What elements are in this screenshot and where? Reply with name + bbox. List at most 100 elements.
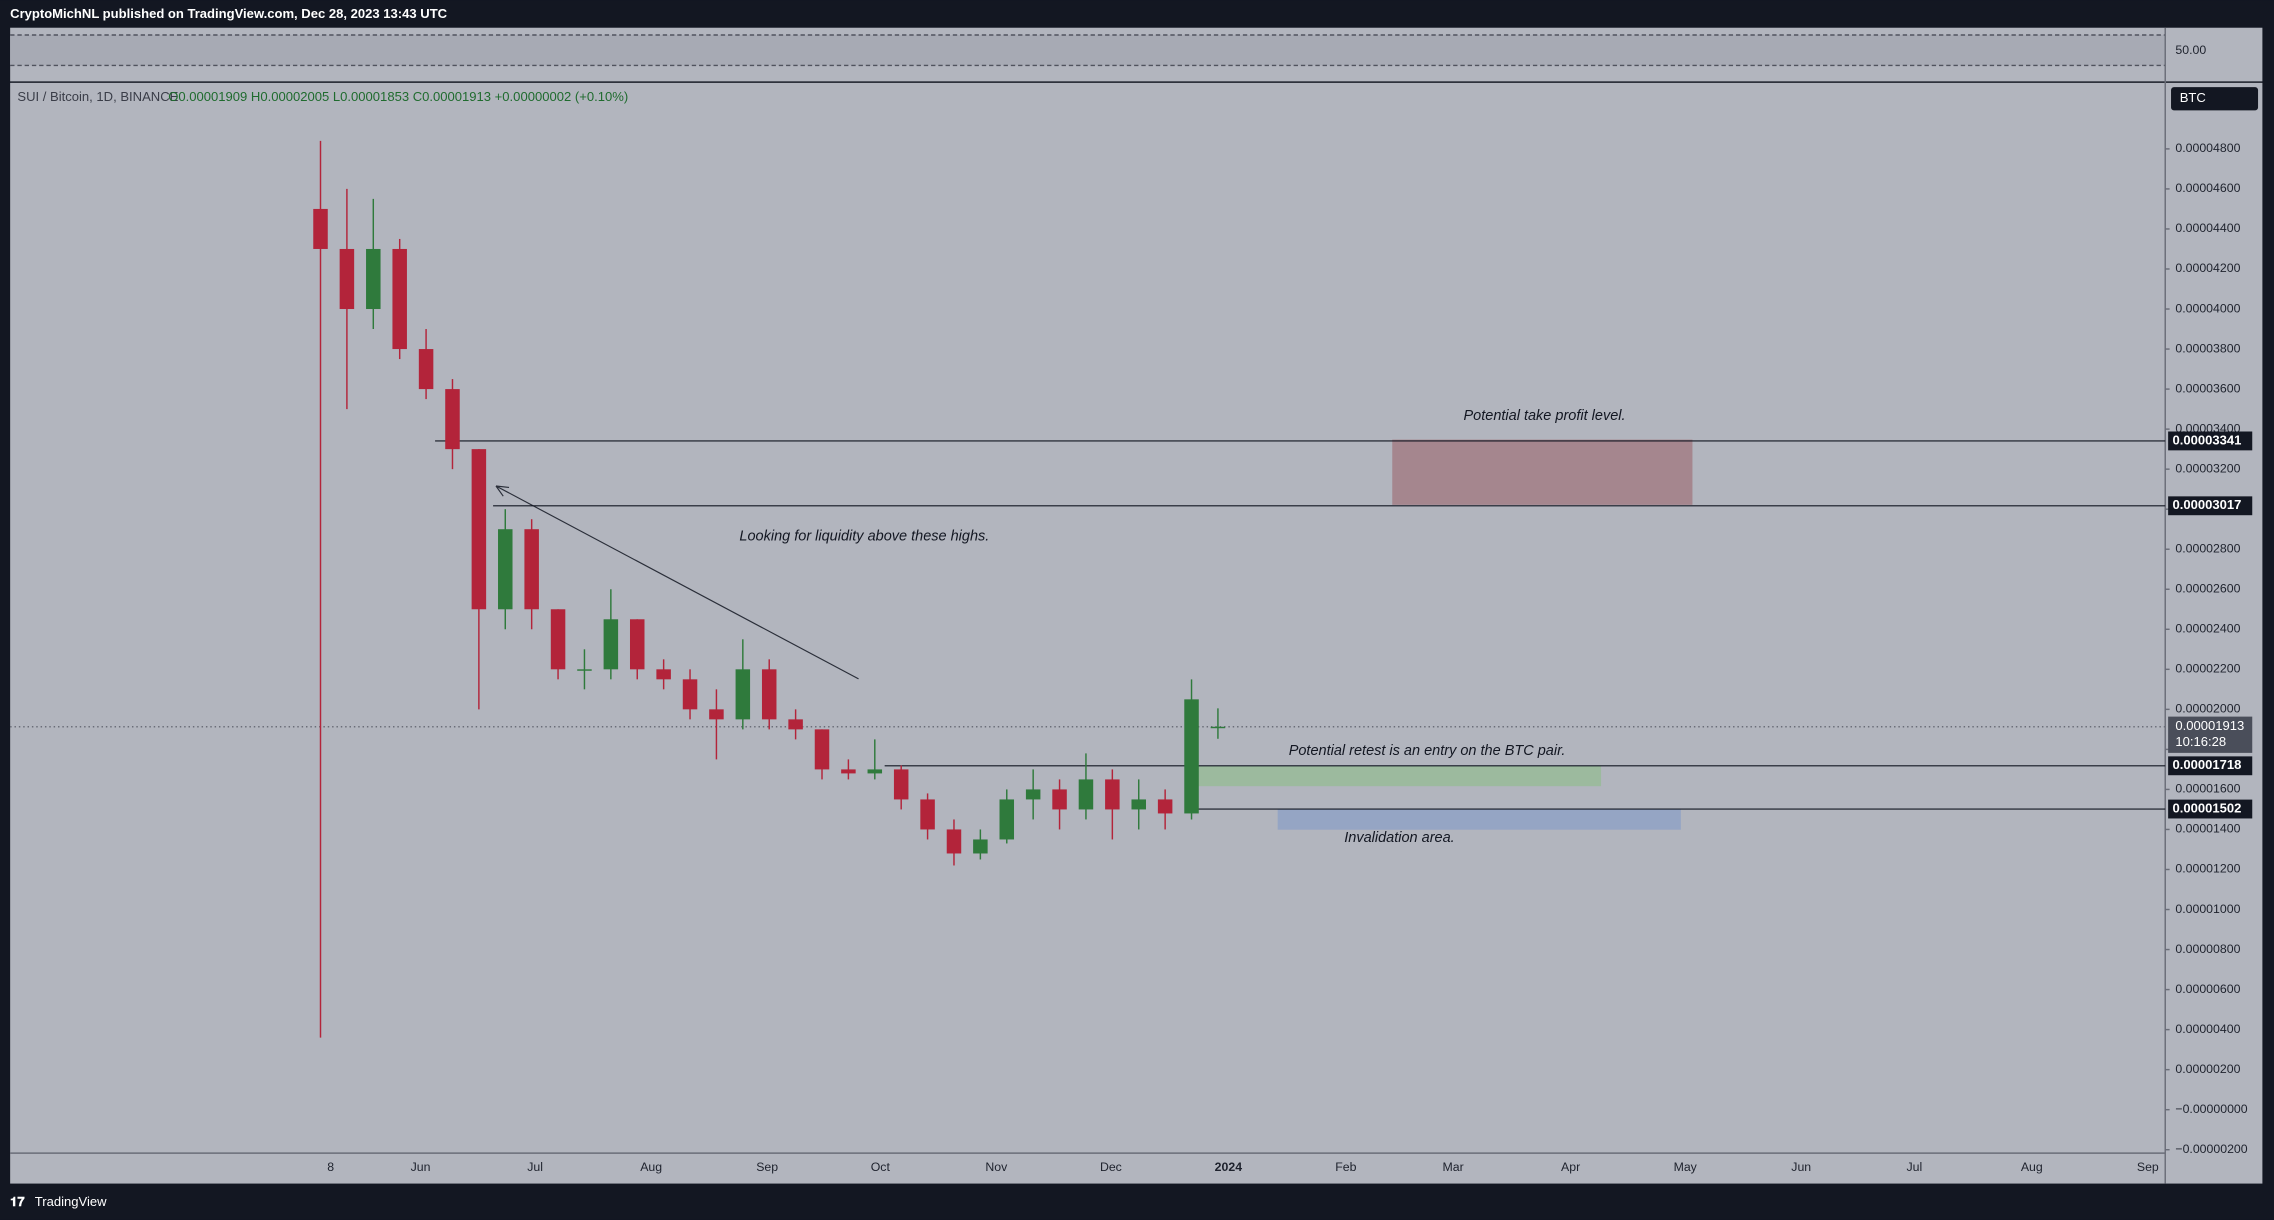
y-tick-label: 0.00004400 (2175, 221, 2240, 235)
y-tick-label: −0.00000200 (2175, 1142, 2247, 1156)
candle-body (418, 349, 434, 390)
y-tick-label: 0.00000200 (2175, 1062, 2240, 1076)
y-tick-label: 0.00004600 (2175, 181, 2240, 195)
candle-body (524, 529, 539, 610)
x-tick-label: Mar (1443, 1160, 1464, 1174)
last-price-label: 0.00001913 (2175, 718, 2244, 733)
x-tick-label: Aug (640, 1160, 662, 1174)
rsi-label: 50.00 (2175, 43, 2206, 57)
price-tag-label: 0.00003341 (2172, 432, 2241, 447)
candle-body (1157, 799, 1173, 814)
x-tick-label: Sep (756, 1160, 778, 1174)
candle-body (788, 719, 803, 730)
y-tick-label: 0.00004000 (2175, 301, 2240, 315)
candle-body (814, 729, 830, 770)
candle-body (946, 829, 962, 854)
y-tick-label: 0.00004800 (2175, 141, 2240, 155)
publisher: CryptoMichNL published on TradingView.co… (10, 6, 448, 21)
arrow (495, 485, 859, 680)
x-tick-label: Jun (1791, 1160, 1811, 1174)
candle-body (893, 769, 909, 800)
x-tick-label: Jul (1906, 1160, 1922, 1174)
currency-box[interactable] (2171, 87, 2259, 111)
logo-mark: 𝟏𝟕 (10, 1194, 25, 1209)
x-tick-label: Aug (2021, 1160, 2043, 1174)
candle-body (841, 769, 856, 774)
candle-body (920, 799, 935, 830)
candle-body (1025, 789, 1041, 800)
footer-logo[interactable]: TradingView (35, 1194, 107, 1209)
price-tag (2168, 799, 2253, 819)
y-tick-label: 0.00001400 (2175, 822, 2240, 836)
candle-body (313, 208, 328, 249)
x-tick-label: May (1674, 1160, 1698, 1174)
candle-body (339, 248, 355, 310)
ohlc: O0.00001909 H0.00002005 L0.00001853 C0.0… (168, 89, 628, 104)
candle-body (498, 529, 513, 610)
x-tick-label: Jun (411, 1160, 431, 1174)
countdown: 10:16:28 (2175, 734, 2226, 749)
candle-body (761, 669, 777, 720)
y-tick-label: 0.00003800 (2175, 341, 2240, 355)
annotation: Invalidation area. (1344, 830, 1454, 846)
candle-body (471, 449, 487, 610)
candle-body (366, 248, 381, 310)
candle-body (973, 839, 988, 854)
x-tick-label: Oct (871, 1160, 891, 1174)
y-tick-label: 0.00002800 (2175, 541, 2240, 555)
candle-body (735, 669, 751, 720)
candle-body (1210, 726, 1226, 729)
take-profit-zone (1392, 439, 1693, 505)
candle-body (392, 248, 407, 350)
y-tick-label: 0.00003200 (2175, 461, 2240, 475)
price-tag-label: 0.00001502 (2172, 800, 2241, 815)
candle-body (1105, 779, 1120, 810)
candle-body (445, 389, 460, 450)
candle-body (577, 669, 592, 671)
price-tag (2168, 431, 2253, 451)
candle-body (682, 679, 698, 710)
invalidation-zone (1277, 809, 1681, 830)
y-tick-label: 0.00002600 (2175, 582, 2240, 596)
entry-zone (1189, 765, 1602, 787)
price-tag (2168, 756, 2253, 776)
candle-body (603, 619, 619, 670)
y-tick-label: 0.00003600 (2175, 381, 2240, 395)
candle-body (550, 609, 566, 670)
y-tick-label: 0.00001200 (2175, 862, 2240, 876)
y-tick-label: 0.00002400 (2175, 622, 2240, 636)
x-tick-label: Nov (985, 1160, 1008, 1174)
currency[interactable]: BTC (2180, 90, 2206, 105)
candle-body (629, 619, 645, 670)
main-pane (10, 82, 2263, 1184)
y-tick-label: 0.00000400 (2175, 1022, 2240, 1036)
x-tick-label: 8 (327, 1160, 334, 1174)
x-tick-label: 2024 (1215, 1160, 1243, 1174)
y-tick-label: −0.00000000 (2175, 1102, 2247, 1116)
x-tick-label: Dec (1100, 1160, 1122, 1174)
price-tag-label: 0.00003017 (2172, 497, 2241, 512)
x-tick-label: Sep (2137, 1160, 2159, 1174)
candle-body (1052, 789, 1067, 810)
annotation: Potential take profit level. (1464, 408, 1626, 424)
candle-body (709, 709, 724, 720)
candle-body (656, 669, 671, 680)
y-tick-label: 0.00002200 (2175, 662, 2240, 676)
annotation: Potential retest is an entry on the BTC … (1289, 743, 1566, 759)
y-tick-label: 0.00002000 (2175, 702, 2240, 716)
rsi-band (10, 34, 2166, 66)
x-tick-label: Jul (527, 1160, 543, 1174)
annotation: Looking for liquidity above these highs. (739, 529, 989, 545)
candle-body (1078, 779, 1094, 810)
x-tick-label: Apr (1561, 1160, 1580, 1174)
y-tick-label: 0.00004200 (2175, 261, 2240, 275)
symbol: SUI / Bitcoin, 1D, BINANCE (17, 89, 178, 104)
y-tick-label: 0.00001000 (2175, 902, 2240, 916)
y-tick-label: 0.00000600 (2175, 982, 2240, 996)
candle-body (999, 799, 1015, 840)
price-tag (2168, 496, 2253, 516)
arrow-head (495, 485, 510, 497)
x-tick-label: Feb (1335, 1160, 1356, 1174)
